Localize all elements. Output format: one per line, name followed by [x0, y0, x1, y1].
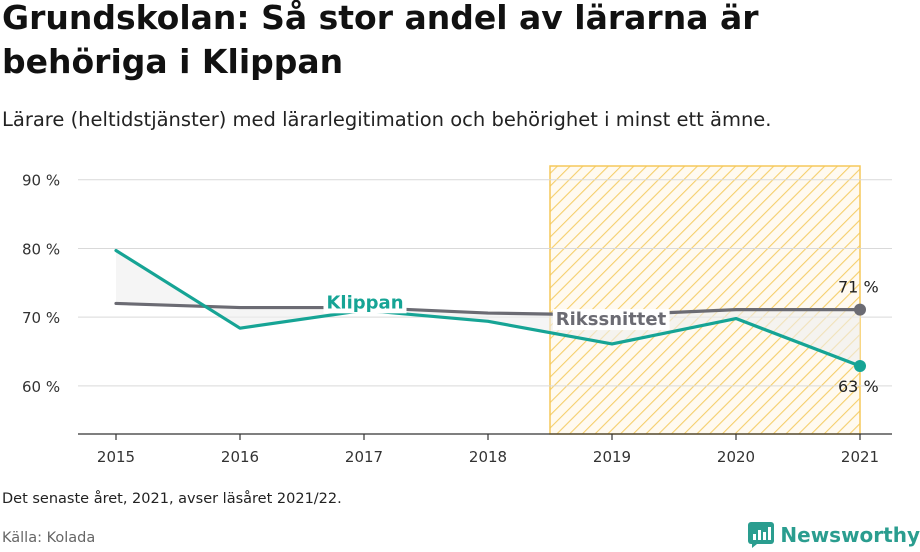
y-tick-label: 70 % — [22, 309, 60, 327]
x-tick-label: 2016 — [221, 448, 259, 466]
x-tick-label: 2017 — [345, 448, 383, 466]
chart-title: Grundskolan: Så stor andel av lärarna är… — [2, 0, 759, 81]
series-label-klippan-bg — [323, 292, 407, 314]
point-rikssnittet-2021 — [854, 303, 866, 316]
series-line-klippan — [114, 248, 862, 368]
x-tick-label: 2020 — [717, 448, 755, 466]
brand-name: Newsworthy — [780, 523, 920, 547]
line-chart: 60 % 70 % 80 % 90 % 71 % 63 % Klippan Rikssnit… — [22, 165, 892, 466]
series-line-rikssnittet — [114, 301, 862, 317]
source-text: Källa: Kolada — [2, 530, 96, 546]
y-tick-label: 60 % — [22, 378, 60, 396]
series-label-rikssnittet: Rikssnittet — [556, 309, 667, 330]
x-tick-label: 2021 — [841, 448, 879, 466]
y-tick-label: 90 % — [22, 172, 60, 190]
bar-chart-icon — [748, 522, 775, 548]
y-tick-label: 80 % — [22, 240, 60, 258]
end-label-rikssnittet: 71 % — [838, 278, 879, 297]
series-label-rikssnittet-bg — [552, 309, 670, 331]
x-tick-label: 2019 — [593, 448, 631, 466]
highlight-region — [549, 165, 861, 435]
chart-subtitle: Lärare (heltidstjänster) med lärarlegiti… — [2, 108, 772, 131]
footnote: Det senaste året, 2021, avser läsåret 20… — [2, 491, 342, 507]
x-tick-label: 2015 — [97, 448, 135, 466]
point-klippan-2021 — [854, 359, 866, 372]
x-tick-label: 2018 — [469, 448, 507, 466]
newsworthy-logo[interactable]: Newsworthy — [748, 518, 920, 552]
series-label-klippan: Klippan — [326, 292, 403, 313]
end-label-klippan: 63 % — [838, 377, 879, 396]
